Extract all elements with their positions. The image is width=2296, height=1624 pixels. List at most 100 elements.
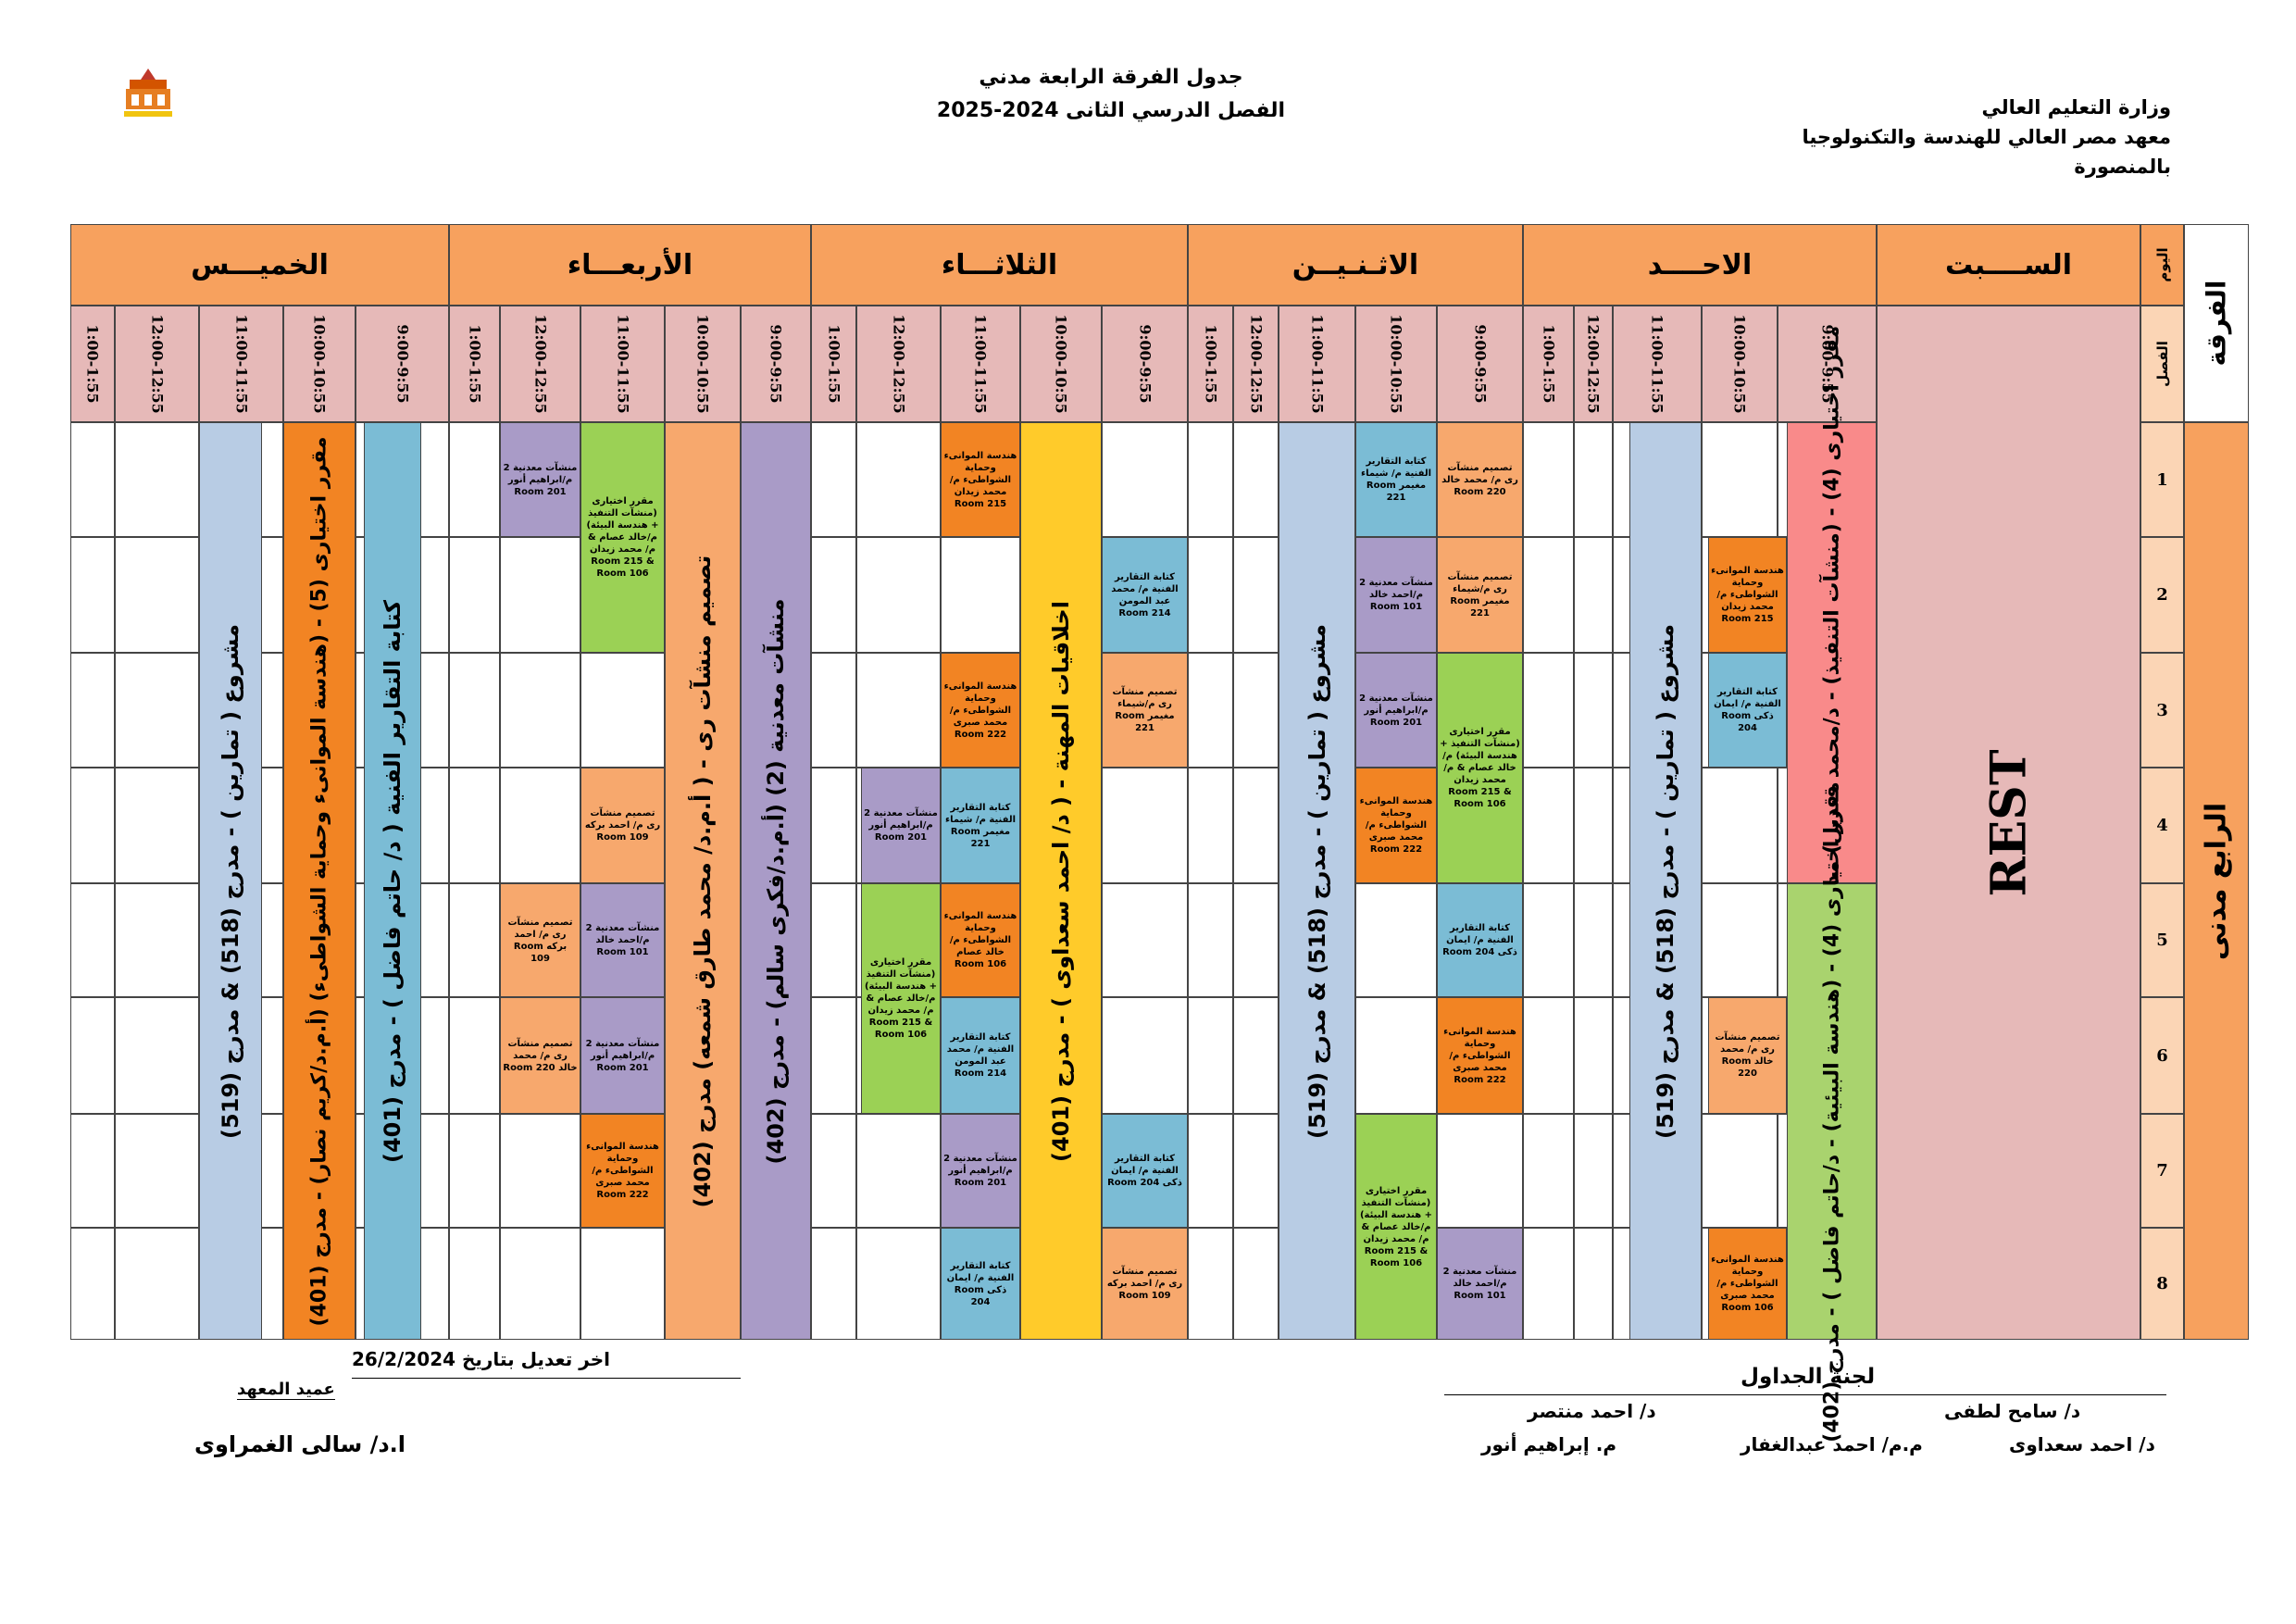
day-header-thursday: الخميـــس (70, 224, 449, 306)
wednesday-design-109b: تصميم منشآت رى م/ احمد بركه Room 109 (500, 883, 580, 997)
monday-metal-101: منشآت معدنية 2 م/احمد خالد Room 101 (1355, 537, 1437, 653)
empty-slot (1188, 768, 1233, 883)
ministry-name: وزارة التعليم العالي (1981, 96, 2171, 119)
time-label: 9:00-9:55 (767, 324, 785, 404)
time-label: 11:00-11:55 (614, 314, 631, 414)
empty-slot (1574, 997, 1613, 1114)
time-header-tuesday: 1:00-1:55 (811, 306, 856, 422)
monday-port-222b: هندسة الموانىء وحماية الشواطىء م/محمد صب… (1355, 768, 1437, 883)
empty-slot (449, 422, 500, 537)
wednesday-design-109: تصميم منشآت رى م/ احمد بركه Room 109 (580, 768, 665, 883)
day-header-saturday: الســــبت (1877, 224, 2140, 306)
tuesday-design-109: تصميم منشآت رى م/ احمد بركه Room 109 (1102, 1228, 1188, 1340)
wednesday-design-220: تصميم منشآت رى م/ محمد خالد Room 220 (500, 997, 580, 1114)
last-update: اخر تعديل بتاريخ 26/2/2024 (352, 1348, 610, 1370)
empty-slot (856, 653, 941, 768)
dean-name: ا.د/ سالى الغمراوى (194, 1431, 406, 1457)
period-number: 8 (2140, 1228, 2184, 1340)
tuesday-ethics: اخلاقيات المهنة - ( د/ احمد سعداوى ) - م… (1020, 422, 1102, 1340)
empty-slot (811, 883, 856, 997)
empty-slot (70, 1114, 115, 1228)
empty-slot (1574, 653, 1613, 768)
corner-class-label: الفصل (2153, 341, 2171, 387)
period-number: 2 (2140, 537, 2184, 653)
time-header-monday: 1:00-1:55 (1188, 306, 1233, 422)
empty-slot (1702, 768, 1778, 883)
empty-slot (449, 537, 500, 653)
empty-slot (500, 537, 580, 653)
empty-slot (1702, 1114, 1778, 1228)
empty-slot (449, 768, 500, 883)
time-header-monday: 11:00-11:55 (1279, 306, 1355, 422)
empty-slot (1233, 883, 1279, 997)
sunday-elective-b: مقرر اختيارى (4) - (هندسة البيئية) - د/ح… (1787, 781, 1877, 1442)
empty-slot (1523, 768, 1574, 883)
empty-slot (1102, 768, 1188, 883)
timetable: الفرقة الرابع مدنى اليوم الفصل 1 2 3 4 5 6 7 8 الســ… (70, 224, 2249, 1442)
empty-slot (1702, 883, 1778, 997)
time-label: 11:00-11:55 (232, 314, 250, 414)
empty-slot (1355, 883, 1437, 997)
committee-title: لجنة الجداول (1741, 1365, 1876, 1389)
empty-slot (856, 422, 941, 537)
empty-slot (811, 768, 856, 883)
time-label: 1:00-1:55 (825, 324, 842, 404)
empty-slot (500, 653, 580, 768)
time-label: 10:00-10:55 (693, 314, 712, 414)
time-label: 12:00-12:55 (1584, 314, 1603, 414)
empty-slot (1523, 653, 1574, 768)
corner-class-cell: الفصل (2140, 306, 2184, 422)
schedule-title-block: جدول الفرقة الرابعة مدني الفصل الدرسي ال… (926, 61, 1296, 128)
period-number: 4 (2140, 768, 2184, 883)
period-number: 7 (2140, 1114, 2184, 1228)
empty-slot (449, 653, 500, 768)
empty-slot (70, 537, 115, 653)
empty-slot (1574, 1114, 1613, 1228)
time-label: 1:00-1:55 (466, 324, 483, 404)
time-header-wednesday: 12:00-12:55 (500, 306, 580, 422)
tuesday-design-221: تصميم منشآت رى م/شيماء مغيمر Room 221 (1102, 653, 1188, 768)
time-header-monday: 10:00-10:55 (1355, 306, 1437, 422)
monday-metal-201: منشآت معدنية 2 م/ابراهيم أنور Room 201 (1355, 653, 1437, 768)
empty-slot (500, 768, 580, 883)
time-header-thursday: 9:00-9:55 (356, 306, 449, 422)
tuesday-report-221: كتابة التقارير الفنية م/ شيماء مغيمر Roo… (941, 768, 1020, 883)
time-label: 1:00-1:55 (83, 324, 102, 404)
time-label: 10:00-10:55 (1730, 314, 1749, 414)
empty-slot (811, 422, 856, 537)
empty-slot (115, 997, 199, 1114)
monday-project-label: مشروع ( تمارين ) - مدرج (518) & مدرج (51… (1304, 623, 1330, 1139)
empty-slot (1574, 537, 1613, 653)
committee-line (1444, 1394, 2166, 1395)
empty-slot (1102, 997, 1188, 1114)
empty-slot (580, 653, 665, 768)
empty-slot (856, 537, 941, 653)
sunday-report-204: كتابة التقارير الفنية م/ ايمان ذكى Room … (1708, 653, 1787, 768)
sunday-port-106: هندسة الموانىء وحماية الشواطىء م/محمد صب… (1708, 1228, 1787, 1340)
empty-slot (1233, 997, 1279, 1114)
wednesday-metal-101: منشآت معدنية 2 م/احمد خالد Room 101 (580, 883, 665, 997)
empty-slot (115, 1114, 199, 1228)
wednesday-metal-201b: منشآت معدنية 2 م/ابراهيم أنور Room 201 (580, 997, 665, 1114)
tuesday-report-214: كتابة التقارير الفنية م/ محمد عبد المومن… (1102, 537, 1188, 653)
empty-slot (811, 1228, 856, 1340)
wednesday-metal-course-label: منشآت معدنية (2) (أ.م.د/فكرى سالم) - مدر… (763, 598, 789, 1164)
time-label: 9:00-9:55 (1136, 324, 1154, 404)
empty-slot (1188, 997, 1233, 1114)
empty-slot (449, 997, 500, 1114)
schedule-title: جدول الفرقة الرابعة مدني (979, 66, 1243, 89)
empty-slot (580, 1228, 665, 1340)
day-header-tuesday: الثلاثـــاء (811, 224, 1188, 306)
empty-slot (811, 1114, 856, 1228)
time-header-thursday: 11:00-11:55 (199, 306, 283, 422)
thursday-report-course: كتابة التقارير الفنية ( د/ حاتم فاضل ) -… (364, 422, 421, 1340)
time-label: 10:00-10:55 (310, 314, 329, 414)
empty-slot (115, 1228, 199, 1340)
empty-slot (1233, 653, 1279, 768)
period-number: 5 (2140, 883, 2184, 997)
committee-member-3: د/ احمد سعداوى (2009, 1433, 2155, 1455)
thursday-elective: مقرر اختيارى (5) - (هندسة الموانىء وحماي… (283, 422, 356, 1340)
time-header-monday: 9:00-9:55 (1437, 306, 1523, 422)
wednesday-elective-ab: مقرر اختيارى (منشآت التنفيذ + هندسة البي… (580, 422, 665, 653)
signature-line (352, 1378, 741, 1379)
